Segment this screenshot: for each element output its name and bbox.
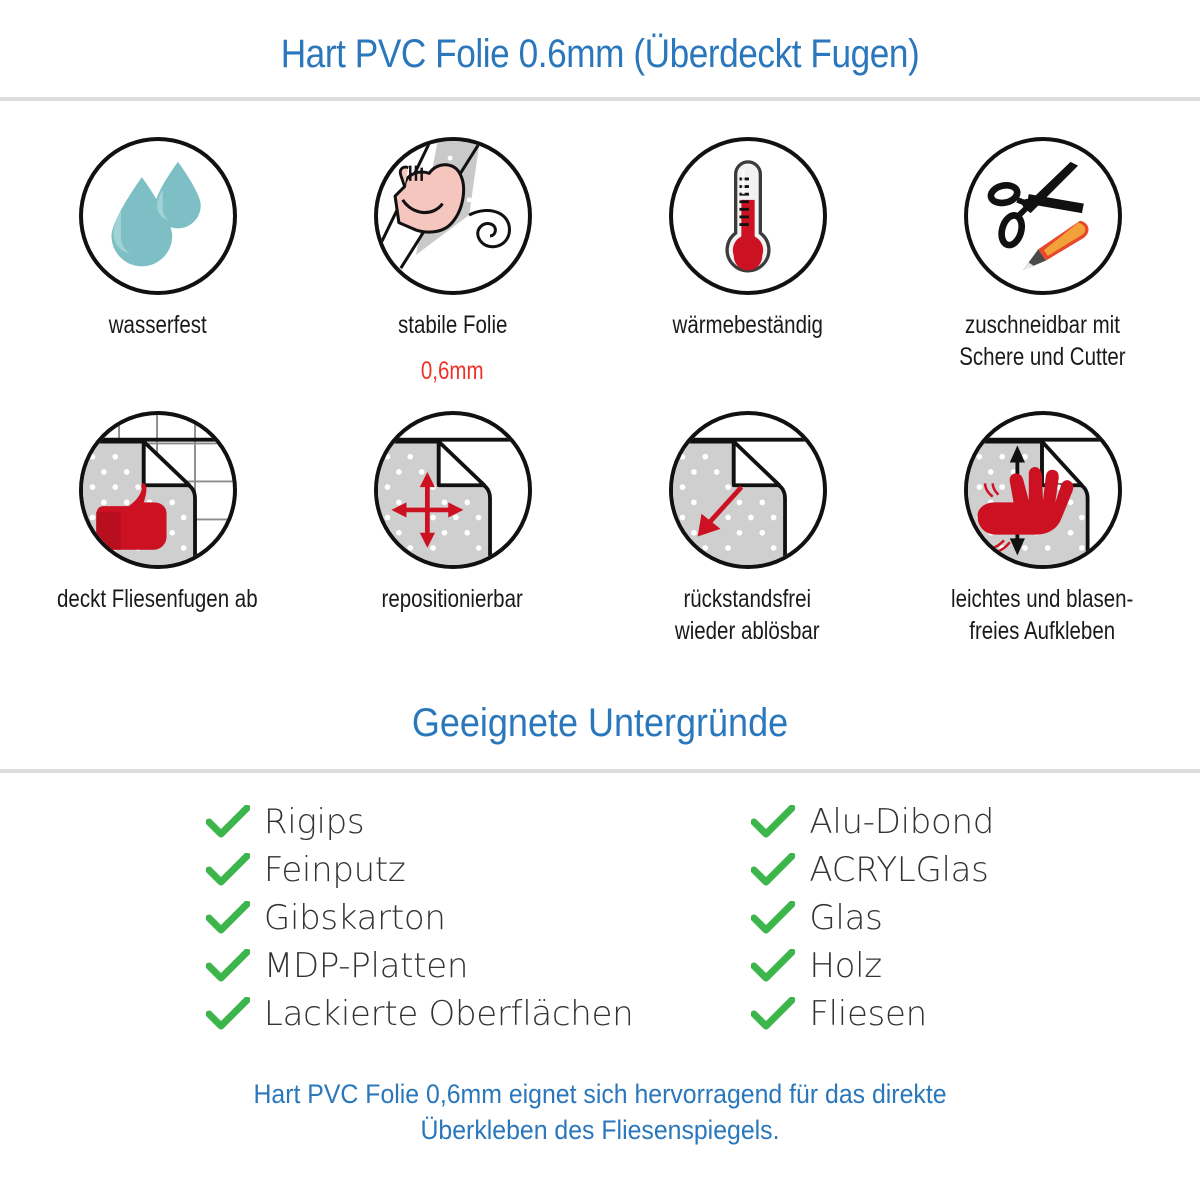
list-item-label: Lackierte Oberflächen (263, 994, 634, 1034)
peel-arrow-icon (668, 411, 827, 569)
footer-note: Hart PVC Folie 0,6mm eignet sich hervorr… (253, 1079, 947, 1145)
substrates-right-column: Alu-Dibond ACRYLGlas Glas Holz Fliesen (751, 799, 994, 1037)
list-item: Feinputz (205, 847, 633, 893)
smoothing-hand-icon (963, 411, 1122, 569)
list-item-label: Gibskarton (263, 898, 446, 938)
list-item-label: ACRYLGlas (809, 850, 989, 890)
substrates-left-column: Rigips Feinputz Gibskarton MDP-Platten L… (205, 799, 634, 1037)
list-item-label: Fliesen (809, 994, 927, 1034)
check-icon (205, 901, 250, 934)
feature-label: wasserfest (108, 311, 207, 339)
feature-label: leichtes und blasen- freies Aufkleben (951, 585, 1134, 645)
list-item: ACRYLGlas (751, 847, 994, 893)
four-way-arrow-icon (373, 411, 532, 569)
feature-blasenfreies-aufkleben: leichtes und blasen- freies Aufkleben (895, 411, 1190, 647)
feature-repositionierbar: repositionierbar (305, 411, 600, 647)
check-icon (751, 901, 796, 934)
feature-row-1: wasserfest (0, 137, 1200, 387)
list-item: Alu-Dibond (751, 799, 994, 845)
divider-middle (0, 769, 1200, 773)
check-icon (205, 997, 250, 1030)
divider-top (0, 97, 1200, 101)
list-item-label: MDP-Platten (263, 946, 469, 986)
feature-row-2: deckt Fliesenfugen ab (0, 411, 1200, 647)
list-item: Lackierte Oberflächen (205, 991, 634, 1037)
check-icon (751, 949, 796, 982)
list-item-label: Rigips (263, 802, 365, 842)
feature-rueckstandsfrei: rückstandsfrei wieder ablösbar (600, 411, 895, 647)
page-title: Hart PVC Folie 0.6mm (Überdeckt Fugen) (280, 32, 920, 76)
list-item-label: Holz (809, 946, 882, 986)
feature-label: stabile Folie (397, 311, 508, 339)
list-item-label: Feinputz (263, 850, 406, 890)
substrates-list: Rigips Feinputz Gibskarton MDP-Platten L… (0, 773, 1200, 1037)
check-icon (751, 853, 796, 886)
thermometer-icon (668, 137, 827, 295)
list-item: Gibskarton (205, 895, 633, 941)
feature-zuschneidbar: zuschneidbar mit Schere und Cutter (895, 137, 1190, 387)
check-icon (751, 997, 796, 1030)
feature-deckt-fliesenfugen: deckt Fliesenfugen ab (10, 411, 305, 647)
list-item-label: Alu-Dibond (809, 802, 995, 842)
water-drops-icon (78, 137, 237, 295)
check-icon (205, 949, 250, 982)
flexed-arm-foil-icon (373, 137, 532, 295)
check-icon (205, 853, 250, 886)
list-item: Holz (751, 943, 994, 989)
list-item: Glas (751, 895, 994, 941)
feature-stabile-folie: stabile Folie 0,6mm (305, 137, 600, 387)
feature-label: deckt Fliesenfugen ab (57, 585, 258, 613)
substrates-title: Geeignete Untergründe (411, 701, 789, 745)
feature-waermebestaendig: wärmebeständig (600, 137, 895, 387)
feature-label: repositionierbar (381, 585, 524, 613)
check-icon (751, 805, 796, 838)
list-item: MDP-Platten (205, 943, 633, 989)
feature-wasserfest: wasserfest (10, 137, 305, 387)
list-item: Fliesen (751, 991, 994, 1037)
feature-label: rückstandsfrei wieder ablösbar (675, 585, 820, 645)
feature-label: wärmebeständig (672, 311, 823, 339)
list-item-label: Glas (809, 898, 883, 938)
scissors-cutter-icon (963, 137, 1122, 295)
list-item: Rigips (205, 799, 633, 845)
check-icon (205, 805, 250, 838)
feature-sublabel: 0,6mm (421, 357, 484, 385)
feature-label: zuschneidbar mit Schere und Cutter (959, 311, 1126, 371)
thumbs-up-tile-grout-icon (78, 411, 237, 569)
